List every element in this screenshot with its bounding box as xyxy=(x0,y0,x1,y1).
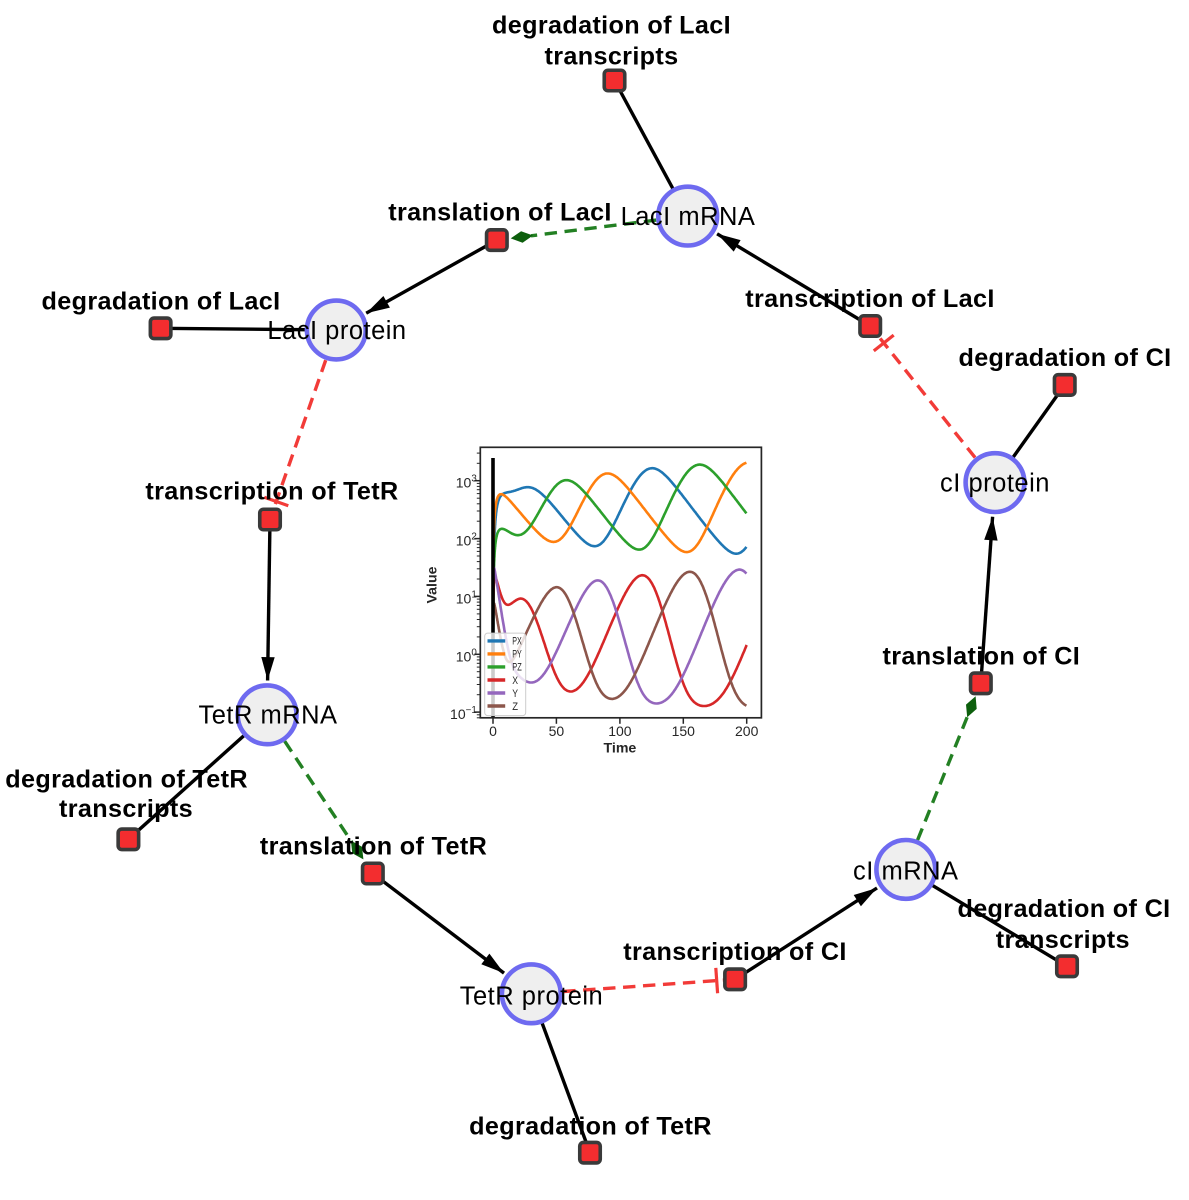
svg-text:Time: Time xyxy=(603,740,636,756)
svg-text:Value: Value xyxy=(425,566,441,603)
svg-text:LacI protein: LacI protein xyxy=(267,317,406,345)
svg-text:PX: PX xyxy=(512,636,522,648)
svg-text:degradation of CI: degradation of CI xyxy=(958,344,1171,372)
svg-text:transcription of TetR: transcription of TetR xyxy=(145,477,398,505)
svg-text:200: 200 xyxy=(735,723,759,739)
svg-text:LacI mRNA: LacI mRNA xyxy=(621,203,756,231)
svg-text:degradation of TetR: degradation of TetR xyxy=(469,1113,712,1141)
svg-text:translation of LacI: translation of LacI xyxy=(388,199,612,227)
svg-text:PY: PY xyxy=(512,649,522,661)
svg-text:PZ: PZ xyxy=(512,662,522,674)
svg-text:cI protein: cI protein xyxy=(940,470,1050,498)
svg-text:TetR mRNA: TetR mRNA xyxy=(198,701,337,729)
svg-text:102: 102 xyxy=(456,532,477,549)
svg-text:degradation of LacI: degradation of LacI xyxy=(492,12,731,40)
svg-text:transcripts: transcripts xyxy=(996,926,1130,954)
svg-text:X: X xyxy=(512,675,518,687)
svg-text:degradation of CI: degradation of CI xyxy=(957,895,1170,923)
svg-text:degradation of LacI: degradation of LacI xyxy=(42,287,281,315)
svg-text:degradation of TetR: degradation of TetR xyxy=(5,766,248,794)
svg-text:103: 103 xyxy=(456,474,478,491)
svg-text:Z: Z xyxy=(512,701,518,713)
svg-text:150: 150 xyxy=(672,723,696,739)
svg-text:100: 100 xyxy=(456,647,478,664)
svg-text:transcripts: transcripts xyxy=(59,795,193,823)
svg-text:transcription of LacI: transcription of LacI xyxy=(745,285,994,313)
svg-text:Y: Y xyxy=(512,688,518,700)
svg-text:10−1: 10−1 xyxy=(450,705,477,722)
svg-text:50: 50 xyxy=(549,723,565,739)
svg-text:100: 100 xyxy=(608,723,632,739)
svg-text:cI mRNA: cI mRNA xyxy=(853,857,959,885)
svg-text:transcripts: transcripts xyxy=(544,43,678,71)
svg-text:0: 0 xyxy=(489,723,497,739)
svg-text:translation of CI: translation of CI xyxy=(882,642,1080,670)
svg-text:TetR protein: TetR protein xyxy=(460,983,604,1011)
svg-text:101: 101 xyxy=(456,589,477,606)
svg-text:translation of TetR: translation of TetR xyxy=(260,832,487,860)
svg-text:transcription of CI: transcription of CI xyxy=(623,938,847,966)
